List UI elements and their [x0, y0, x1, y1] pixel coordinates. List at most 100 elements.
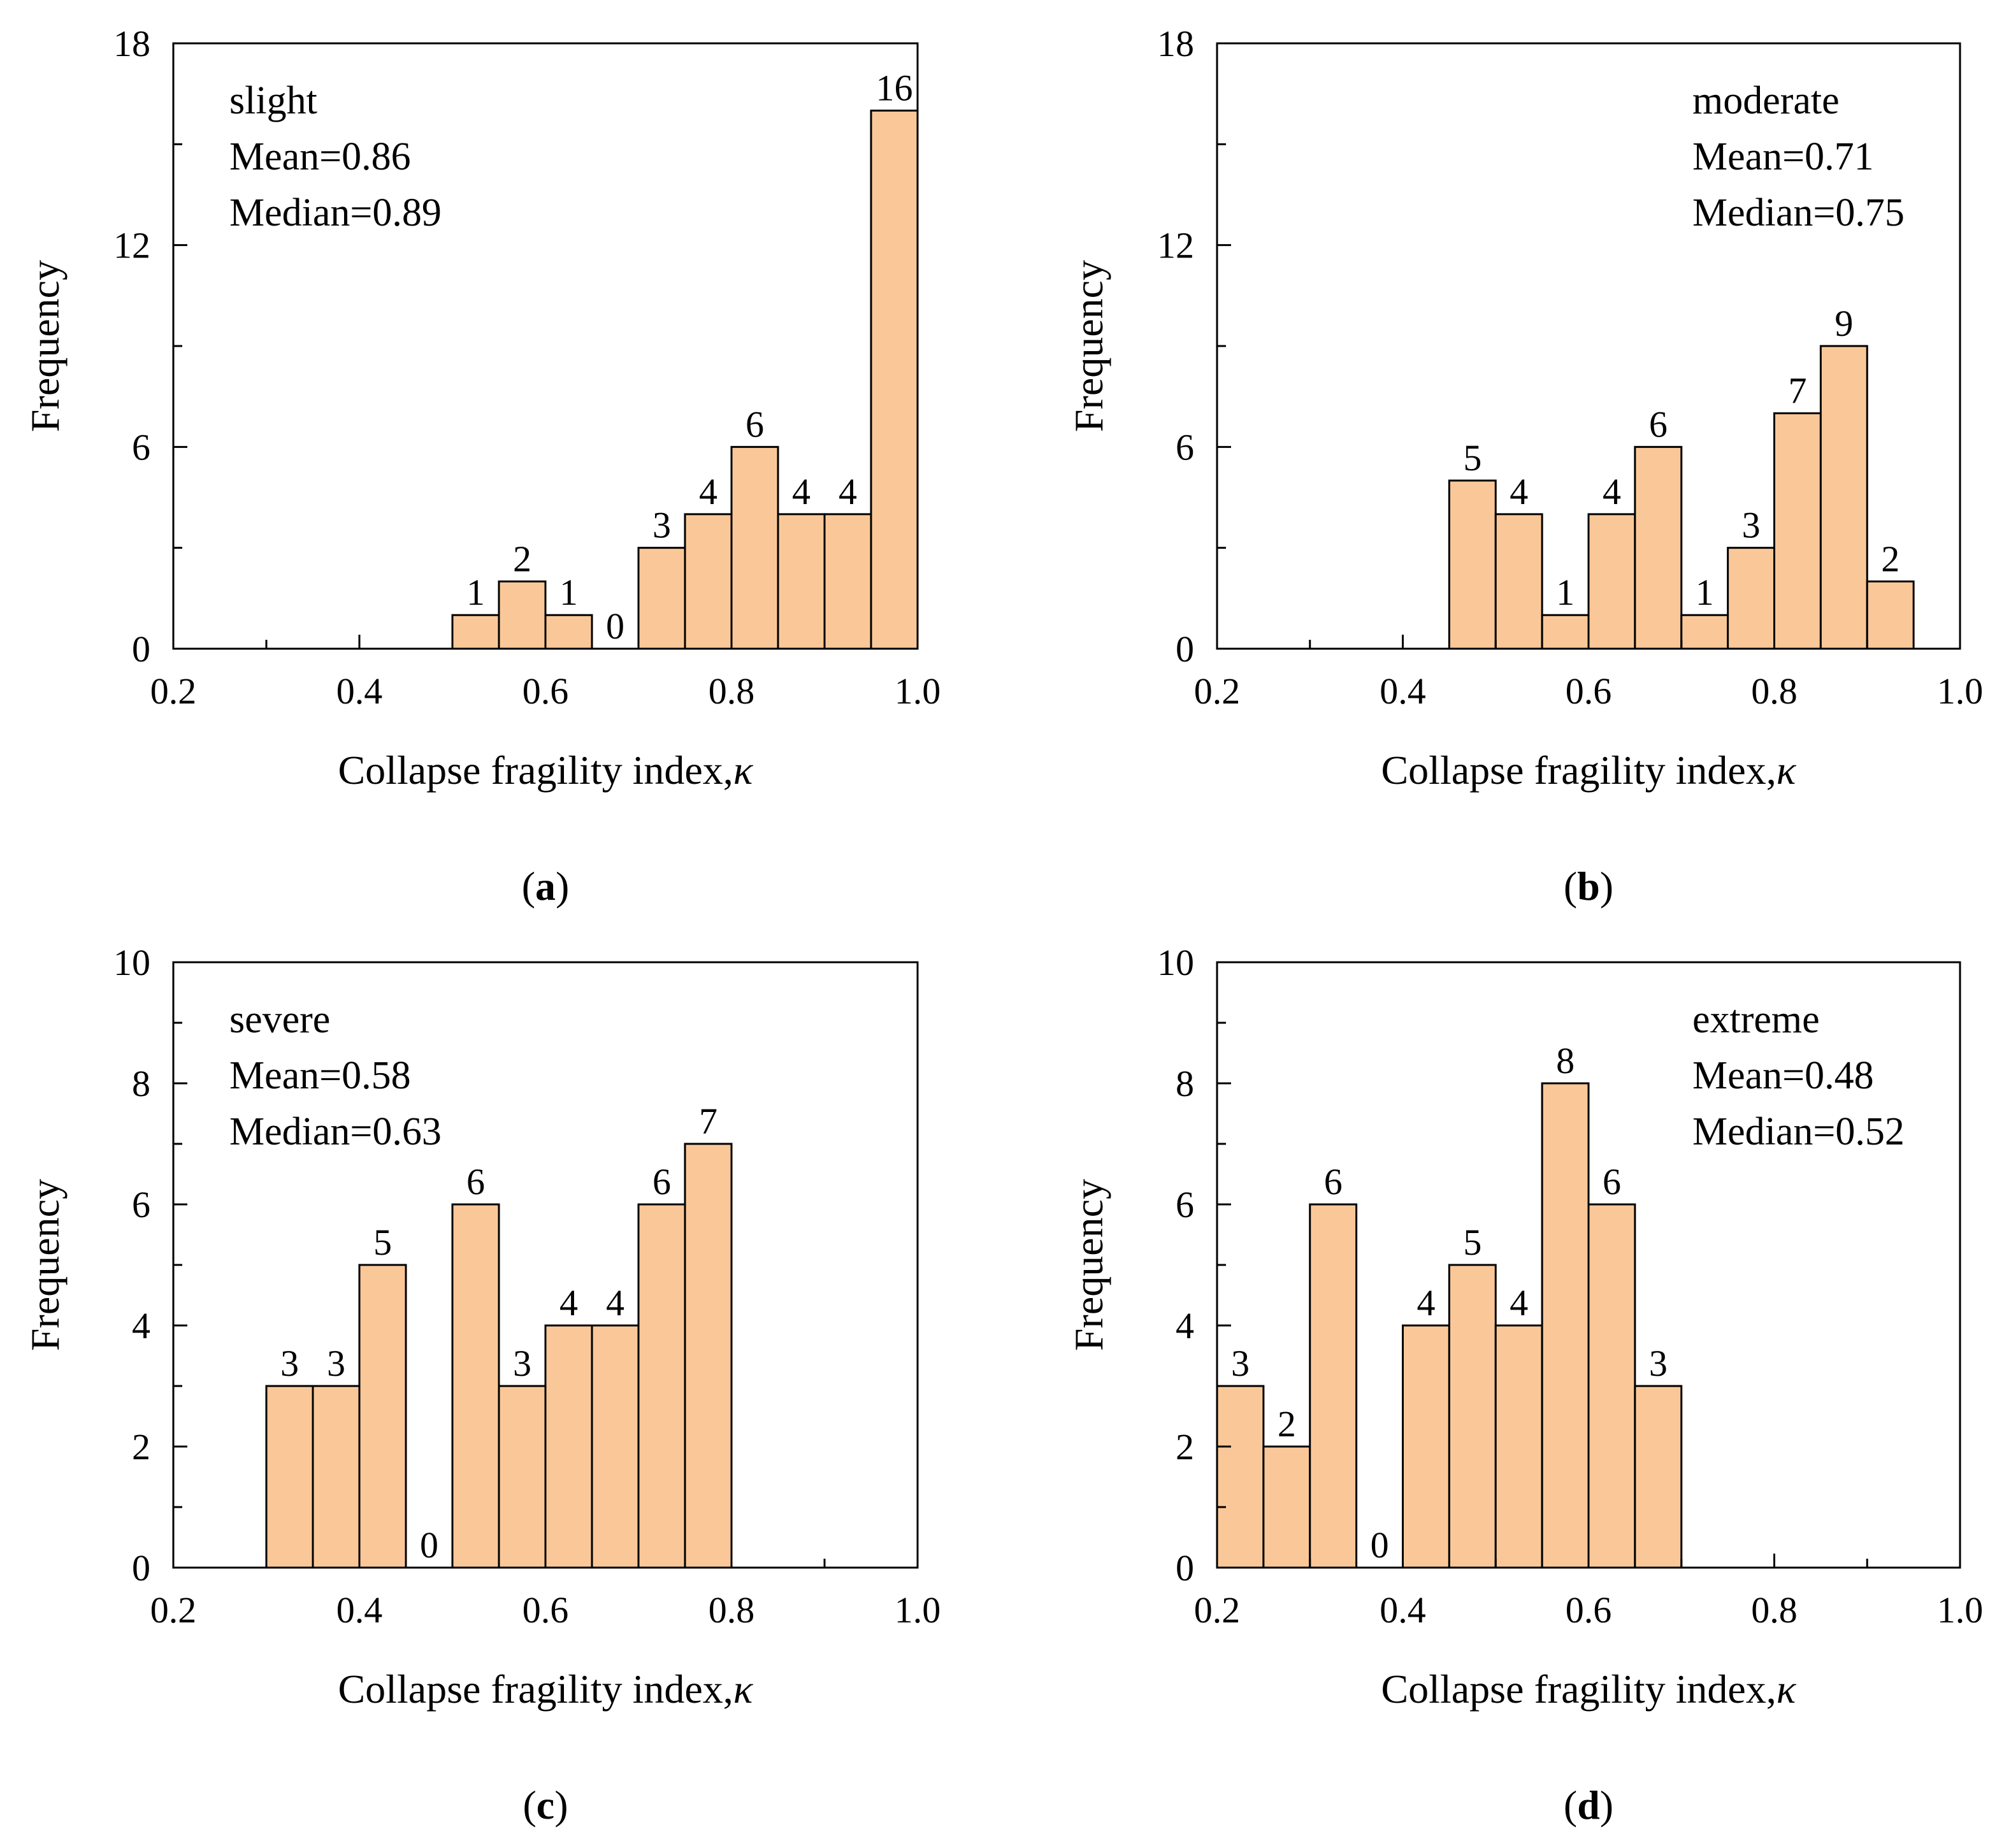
histogram-bar — [498, 1385, 547, 1569]
histogram-bar — [1262, 1445, 1311, 1569]
bar-value-label: 7 — [699, 1101, 717, 1142]
x-tick-label: 0.4 — [336, 1589, 383, 1631]
statistic-label: Mean=0.71 — [1692, 135, 1874, 178]
bar-value-label: 4 — [839, 471, 857, 512]
histogram-bar — [684, 1143, 733, 1569]
histogram-bar — [1494, 513, 1543, 650]
y-tick-label: 0 — [1176, 1547, 1194, 1589]
bar-value-label: 5 — [1463, 437, 1481, 479]
y-tick-label: 0 — [132, 1547, 150, 1589]
histogram-bar — [637, 547, 686, 650]
y-tick-label: 8 — [132, 1063, 150, 1104]
bar-value-label: 3 — [1742, 505, 1761, 546]
bar-value-label: 2 — [1278, 1403, 1296, 1445]
histogram-bar — [1448, 1264, 1497, 1569]
bar-value-label: 4 — [1510, 1282, 1528, 1324]
statistic-label: Median=0.52 — [1692, 1110, 1905, 1153]
x-axis-title: Collapse fragility index,κ — [338, 1666, 753, 1712]
histogram-bar — [1402, 1324, 1450, 1569]
x-tick-label: 0.6 — [523, 670, 569, 712]
bar-value-label: 6 — [1603, 1161, 1621, 1202]
x-tick-label: 0.2 — [150, 1589, 197, 1631]
histogram-bar — [451, 1203, 500, 1569]
histogram-bar — [870, 110, 919, 650]
bar-value-label: 6 — [652, 1161, 671, 1202]
x-axis-title: Collapse fragility index,κ — [1381, 1666, 1796, 1712]
bar-value-label: 3 — [1231, 1343, 1250, 1384]
bar-value-label: 0 — [1371, 1524, 1389, 1566]
histogram-bar — [1216, 1385, 1265, 1569]
bar-value-label: 1 — [466, 572, 485, 613]
histogram-bar — [498, 580, 547, 650]
statistic-label: Mean=0.58 — [229, 1054, 411, 1097]
panel-caption: (c) — [523, 1782, 568, 1828]
bar-value-label: 3 — [513, 1343, 531, 1384]
y-axis-title: Frequency — [22, 1179, 68, 1351]
histogram-bar — [451, 614, 500, 650]
x-tick-label: 0.8 — [1751, 670, 1798, 712]
x-tick-label: 0.2 — [150, 670, 197, 712]
bar-value-label: 3 — [652, 505, 671, 546]
bar-value-label: 1 — [1556, 572, 1575, 613]
x-tick-label: 0.6 — [1566, 670, 1612, 712]
bar-value-label: 8 — [1556, 1040, 1575, 1081]
y-tick-label: 12 — [113, 225, 150, 266]
bar-value-label: 5 — [373, 1222, 392, 1263]
statistic-label: Median=0.89 — [229, 191, 442, 235]
damage-state-label: extreme — [1692, 998, 1820, 1041]
y-tick-label: 18 — [113, 23, 150, 64]
statistic-label: Median=0.63 — [229, 1110, 442, 1153]
y-tick-label: 12 — [1157, 225, 1194, 266]
histogram-bar — [637, 1203, 686, 1569]
damage-state-label: slight — [229, 79, 317, 122]
x-tick-label: 1.0 — [895, 1589, 941, 1631]
bar-value-label: 6 — [1324, 1161, 1343, 1202]
bar-value-label: 4 — [699, 471, 717, 512]
x-tick-label: 0.4 — [1380, 1589, 1426, 1631]
panel-caption: (d) — [1564, 1782, 1613, 1828]
damage-state-label: moderate — [1692, 79, 1840, 122]
y-axis-title: Frequency — [1066, 1179, 1111, 1351]
histogram-bar — [1541, 1082, 1590, 1569]
y-tick-label: 6 — [1176, 1184, 1194, 1225]
x-tick-label: 0.4 — [1380, 670, 1426, 712]
y-tick-label: 10 — [113, 942, 150, 983]
bar-value-label: 3 — [280, 1343, 299, 1384]
bar-value-label: 16 — [876, 68, 913, 109]
histogram-bar — [1866, 580, 1915, 650]
bar-value-label: 4 — [1510, 471, 1528, 512]
y-tick-label: 6 — [132, 426, 150, 468]
bar-value-label: 3 — [327, 1343, 345, 1384]
bar-value-label: 6 — [466, 1161, 485, 1202]
histogram-bar — [1541, 614, 1590, 650]
histogram-bar — [730, 445, 779, 650]
histogram-bar — [1494, 1324, 1543, 1569]
x-tick-label: 1.0 — [1937, 670, 1984, 712]
y-tick-label: 4 — [132, 1305, 150, 1346]
histogram-bar — [1727, 547, 1775, 650]
x-axis-title: Collapse fragility index,κ — [338, 747, 753, 793]
x-tick-label: 0.4 — [336, 670, 383, 712]
bar-value-label: 4 — [606, 1282, 624, 1324]
histogram-bar — [1587, 513, 1636, 650]
bar-value-label: 1 — [559, 572, 578, 613]
y-tick-label: 2 — [132, 1426, 150, 1468]
histogram-bar — [544, 614, 593, 650]
bar-value-label: 3 — [1649, 1343, 1668, 1384]
x-tick-label: 0.2 — [1194, 1589, 1241, 1631]
bar-value-label: 9 — [1834, 303, 1853, 344]
histogram-bar — [312, 1385, 361, 1569]
x-tick-label: 0.8 — [1751, 1589, 1798, 1631]
bar-value-label: 2 — [1881, 538, 1899, 579]
histogram-bar — [591, 1324, 640, 1569]
bar-value-label: 4 — [559, 1282, 578, 1324]
statistic-label: Median=0.75 — [1692, 191, 1905, 235]
x-tick-label: 1.0 — [1937, 1589, 1984, 1631]
x-axis-title: Collapse fragility index,κ — [1381, 747, 1796, 793]
bar-value-label: 6 — [1649, 403, 1668, 445]
x-tick-label: 0.8 — [709, 670, 755, 712]
bar-value-label: 0 — [606, 605, 624, 647]
